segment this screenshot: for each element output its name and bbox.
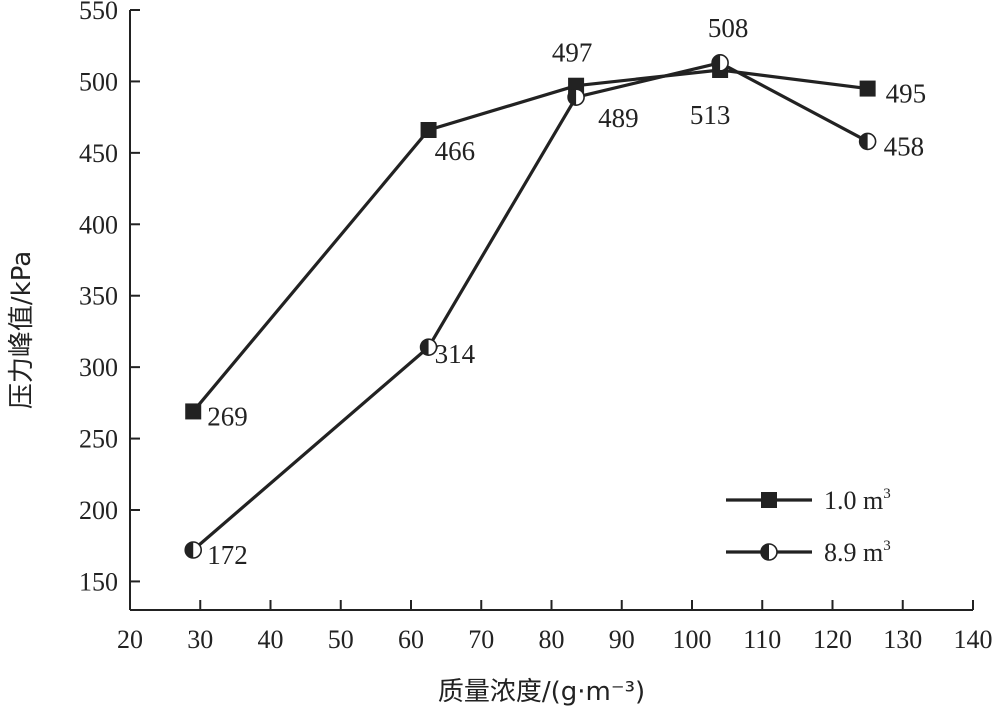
legend-label: 8.9 m3	[824, 538, 891, 567]
y-tick-label: 350	[79, 282, 118, 311]
half-circle-marker	[184, 541, 203, 559]
x-tick-label: 100	[673, 625, 712, 654]
y-tick-label: 500	[79, 67, 118, 96]
data-label: 458	[884, 131, 925, 161]
half-circle-marker	[711, 54, 729, 72]
y-tick-label: 300	[79, 353, 118, 382]
x-tick-label: 20	[117, 625, 143, 654]
half-circle-marker	[419, 338, 438, 356]
series-line	[192, 61, 869, 552]
y-tick-label: 250	[79, 425, 118, 454]
square-marker	[761, 492, 777, 508]
y-tick-label: 400	[79, 210, 118, 239]
data-labels: 269 466 497 513 495 172 314 489 508 458	[207, 13, 926, 570]
x-tick-label: 90	[609, 625, 635, 654]
x-tick-label: 120	[813, 625, 852, 654]
x-tick-label: 110	[743, 625, 781, 654]
x-tick-label: 130	[883, 625, 922, 654]
square-marker	[185, 403, 202, 420]
y-tick-label: 200	[79, 496, 118, 525]
data-label: 269	[207, 401, 248, 431]
y-tick-label: 550	[79, 0, 118, 25]
x-tick-label: 30	[187, 625, 213, 654]
series-1	[185, 62, 876, 420]
legend-item: 1.0 m3	[726, 486, 891, 515]
data-label: 314	[435, 339, 476, 369]
x-axis-title: 质量浓度/(g·m⁻³)	[438, 677, 645, 707]
axes: 20 30 40 50 60 70 80 90 100 110 120 130 140 150 200 250…	[79, 0, 993, 654]
data-label: 495	[886, 79, 927, 109]
x-tick-label: 50	[328, 625, 354, 654]
legend-item: 8.9 m3	[726, 538, 891, 567]
legend-label: 1.0 m3	[824, 486, 891, 515]
data-label: 508	[708, 13, 749, 43]
x-tick-label: 40	[258, 625, 284, 654]
square-marker	[420, 122, 437, 138]
x-tick-label: 80	[539, 625, 565, 654]
legend: 1.0 m3 8.9 m3	[726, 486, 891, 567]
y-tick-label: 150	[79, 567, 118, 596]
x-tick-label: 60	[398, 625, 424, 654]
series-2	[184, 54, 877, 559]
half-circle-marker	[858, 132, 877, 151]
series-line	[191, 68, 868, 413]
half-circle-marker	[760, 543, 778, 561]
square-marker	[859, 80, 876, 97]
data-label: 513	[690, 100, 731, 130]
data-label: 466	[435, 136, 476, 166]
y-tick-label: 450	[79, 139, 118, 168]
half-circle-marker	[567, 88, 585, 106]
x-tick-label: 140	[954, 625, 993, 654]
x-tick-label: 70	[468, 625, 494, 654]
data-label: 489	[598, 103, 639, 133]
series-layer	[184, 54, 877, 559]
data-label: 172	[207, 540, 248, 570]
data-label: 497	[552, 38, 593, 68]
y-axis-title: 压力峰值/kPa	[7, 251, 37, 409]
